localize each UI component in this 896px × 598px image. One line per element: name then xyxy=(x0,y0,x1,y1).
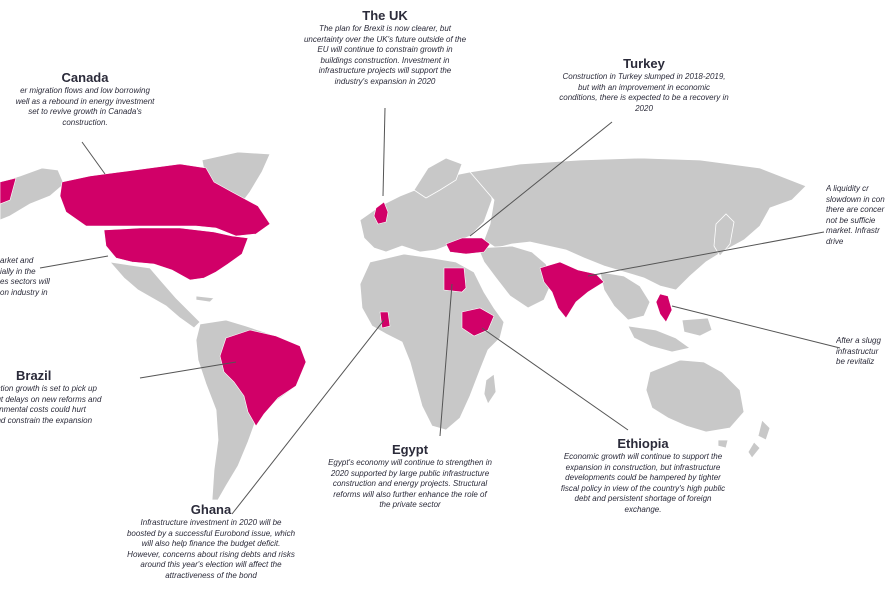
middle-east-land xyxy=(477,245,553,309)
ghana-shape xyxy=(379,311,391,329)
philippines-connector xyxy=(671,305,841,349)
annotation-uk: The UK The plan for Brexit is now cleare… xyxy=(280,8,490,88)
country-text-ethiopia: Economic growth will continue to support… xyxy=(560,452,726,514)
japan-land xyxy=(713,213,735,257)
country-title-egypt: Egypt xyxy=(391,442,429,457)
southeast-asia-land xyxy=(599,271,651,321)
annotation-brazil: Brazil uction growth is set to pick up b… xyxy=(0,368,142,426)
canada-connector xyxy=(81,141,106,175)
turkey-connector xyxy=(469,121,613,237)
country-title-uk: The UK xyxy=(362,8,408,23)
country-text-turkey: Construction in Turkey slumped in 2018-2… xyxy=(559,72,729,113)
australia-land xyxy=(645,359,745,433)
brazil-connector xyxy=(139,361,237,379)
connector-lines xyxy=(39,107,841,515)
country-text-uk: The plan for Brexit is now clearer, but … xyxy=(303,24,467,86)
country-text-ghana: Infrastructure investment in 2020 will b… xyxy=(126,518,296,580)
country-title-ghana: Ghana xyxy=(190,502,232,517)
annotation-usa-partial: arket and ially in the es sectors will o… xyxy=(0,256,60,298)
india-connector xyxy=(587,231,825,277)
egypt-shape xyxy=(443,267,467,293)
usa-connector xyxy=(39,255,109,269)
country-title-turkey: Turkey xyxy=(623,56,665,71)
highlighted-countries xyxy=(0,163,673,427)
annotation-turkey: Turkey Construction in Turkey slumped in… xyxy=(534,56,754,114)
alaska-land xyxy=(0,167,65,221)
asia-land xyxy=(469,157,807,291)
canada-shape xyxy=(59,163,271,237)
brazil-shape xyxy=(219,329,307,427)
egypt-connector xyxy=(439,283,453,437)
country-title-ethiopia: Ethiopia xyxy=(617,436,669,451)
uk-shape xyxy=(373,201,389,225)
scandinavia-land xyxy=(413,157,463,199)
annotation-india-partial: A liquidity cr slowdown in con there are… xyxy=(826,184,896,248)
philippines-shape xyxy=(655,293,673,323)
country-text-egypt: Egypt's economy will continue to strengt… xyxy=(328,458,492,510)
usa-note-text: arket and ially in the es sectors will o… xyxy=(0,256,50,297)
turkey-shape xyxy=(445,237,491,255)
country-title-canada: Canada xyxy=(61,70,109,85)
annotation-philippines-partial: After a slugg infrastructur be revitaliz xyxy=(836,336,896,368)
india-note-text: A liquidity cr slowdown in con there are… xyxy=(826,184,885,246)
mexico-land xyxy=(108,261,201,329)
annotation-ethiopia: Ethiopia Economic growth will continue t… xyxy=(532,436,754,516)
country-text-brazil: uction growth is set to pick up but dela… xyxy=(0,384,102,425)
annotation-canada: Canada er migration flows and low borrow… xyxy=(0,70,180,128)
ethiopia-connector xyxy=(481,327,629,431)
ghana-connector xyxy=(231,319,385,515)
country-title-brazil: Brazil xyxy=(16,368,52,383)
annotation-ghana: Ghana Infrastructure investment in 2020 … xyxy=(104,502,318,582)
uk-connector xyxy=(382,107,386,197)
philippines-note-text: After a slugg infrastructur be revitaliz xyxy=(836,336,881,367)
annotation-egypt: Egypt Egypt's economy will continue to s… xyxy=(304,442,516,511)
usa-alaska-shape xyxy=(0,177,17,205)
country-text-canada: er migration flows and low borrowing wel… xyxy=(15,86,155,127)
usa-shape xyxy=(103,227,249,281)
ethiopia-shape xyxy=(461,307,495,337)
india-shape xyxy=(539,261,605,319)
africa-land xyxy=(359,253,505,431)
